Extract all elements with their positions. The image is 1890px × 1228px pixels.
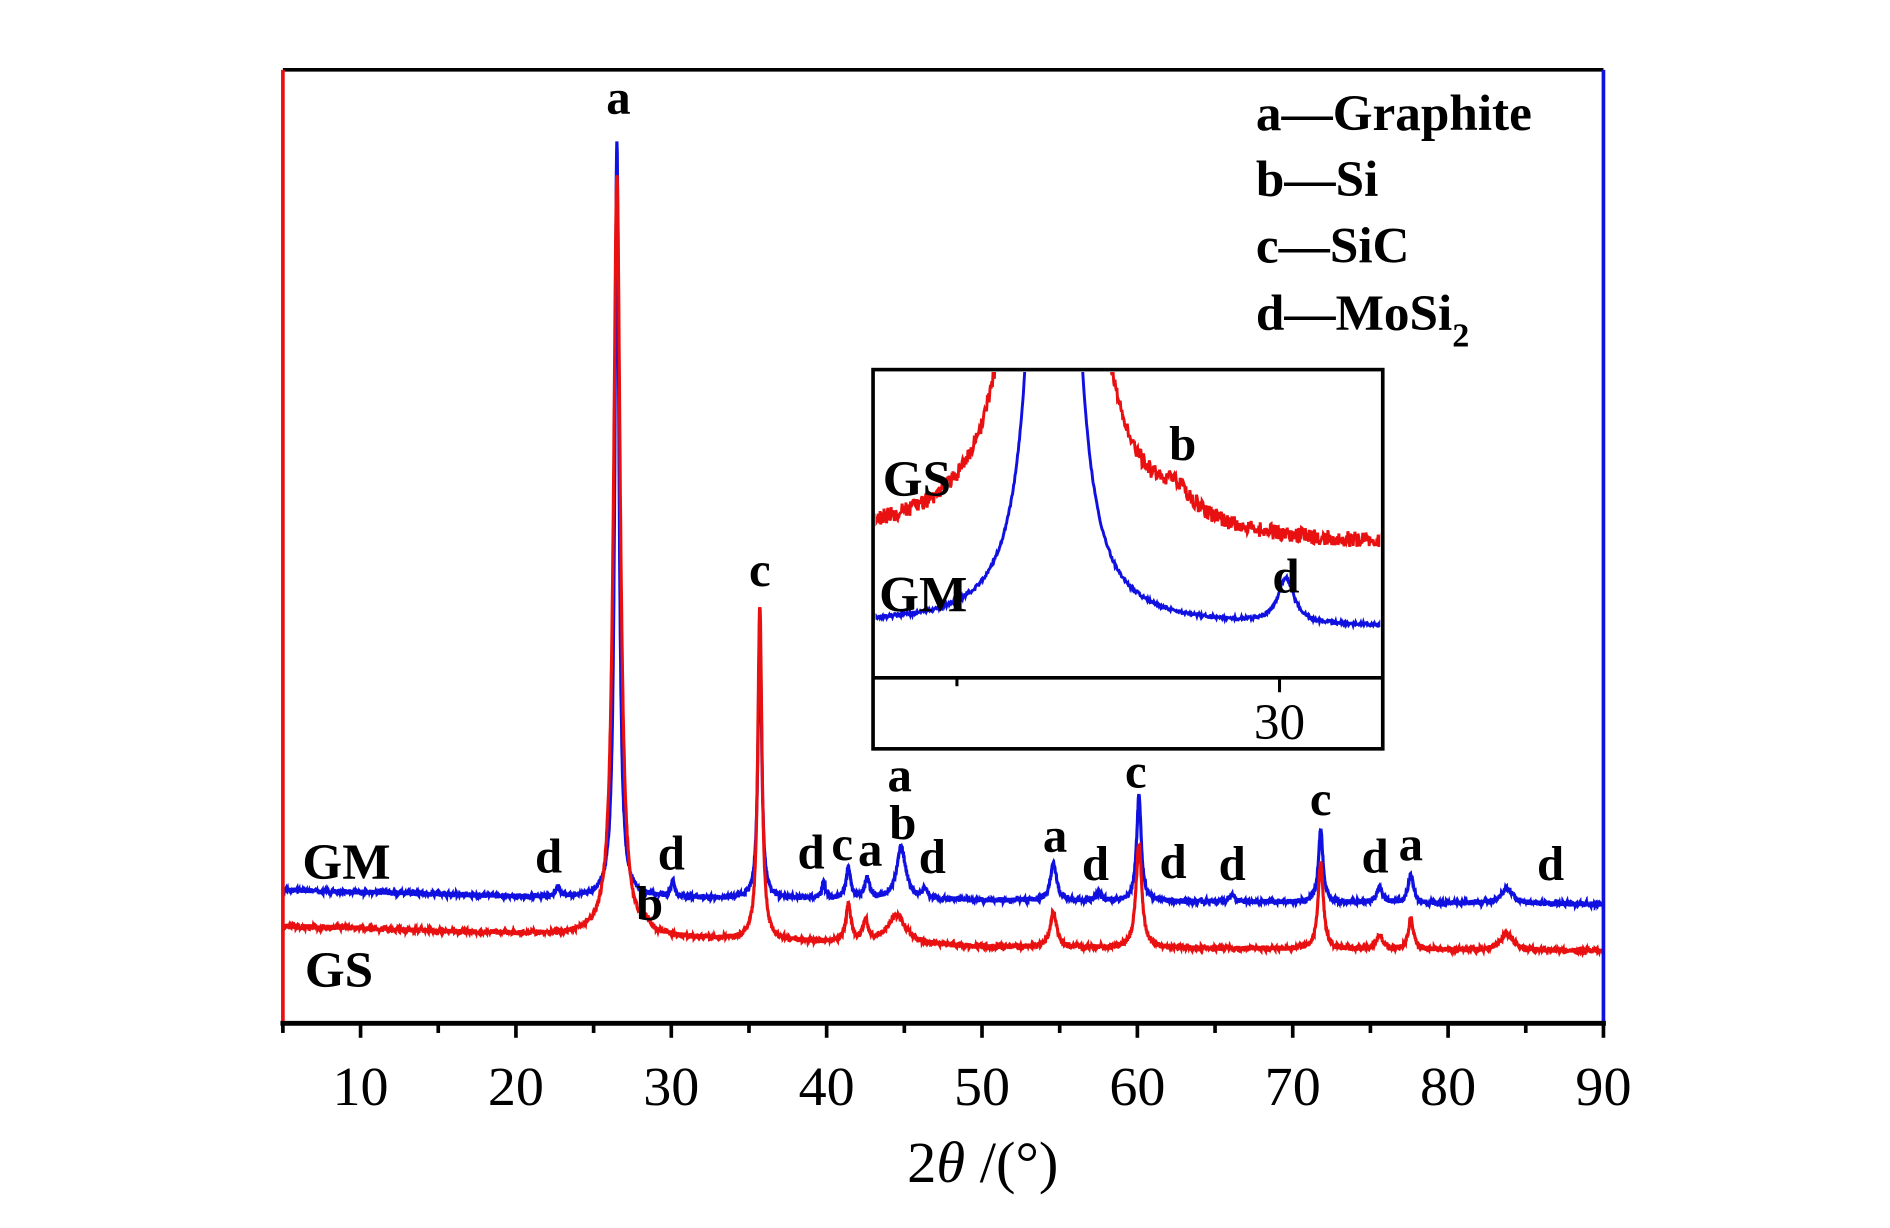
legend-entry-c: c—SiC: [1256, 219, 1410, 275]
peak-annotation: d: [1160, 836, 1187, 889]
peak-annotation: c: [1125, 746, 1147, 799]
peak-annotation: d: [658, 828, 685, 881]
inset-frame: [871, 367, 1385, 751]
x-tick-label: 90: [1575, 1057, 1631, 1119]
x-tick-label: 40: [799, 1057, 855, 1119]
peak-annotation: d: [1537, 838, 1564, 891]
x-tick-label: 30: [643, 1057, 699, 1119]
inset-plot: 30 bd GS GM: [871, 367, 1385, 751]
peak-annotation: d: [919, 832, 946, 885]
x-tick-label: 50: [954, 1057, 1010, 1119]
main-curves: [281, 141, 1605, 959]
peak-annotation: d: [1219, 838, 1246, 891]
legend: a—Graphite b—Si c—SiC d—MoSi2: [1256, 86, 1532, 354]
peak-annotation: c: [1310, 773, 1332, 826]
inset-x-ticks: 30: [955, 677, 1305, 751]
peak-annotation: a: [887, 750, 911, 803]
peak-annotation: b: [636, 878, 663, 931]
inset-series-label-gs: GS: [883, 452, 951, 508]
series-label-gs: GS: [305, 943, 373, 999]
peak-annotation: b: [889, 797, 916, 850]
x-tick-label: 60: [1109, 1057, 1165, 1119]
legend-entry-a: a—Graphite: [1256, 86, 1532, 142]
inset-curves: [875, 372, 1381, 631]
inset-series-line-gs: [875, 372, 1381, 548]
x-ticks: 10 20 30 40 50 60 70 80 90: [281, 1023, 1631, 1119]
series-line-gs: [281, 174, 1605, 959]
peak-annotation: a: [1399, 818, 1423, 871]
inset-series-line-gm: [875, 372, 1381, 631]
inset-peak-annotation: b: [1169, 418, 1196, 471]
series-label-gm: GM: [302, 835, 390, 891]
legend-entry-b: b—Si: [1256, 153, 1378, 209]
peak-annotation: d: [1362, 831, 1389, 884]
peak-annotation: c: [749, 545, 771, 598]
series-line-gm: [281, 141, 1605, 912]
inset-annotations: bd: [1169, 418, 1299, 604]
x-tick-label: 10: [333, 1057, 389, 1119]
peak-annotation: d: [535, 831, 562, 884]
peak-annotation: d: [798, 827, 825, 880]
x-tick-label: 20: [488, 1057, 544, 1119]
inset-peak-annotation: d: [1272, 551, 1299, 604]
x-axis-label: 2θ /(°): [907, 1131, 1058, 1196]
peak-annotation: c: [831, 818, 853, 871]
legend-entry-d: d—MoSi2: [1256, 286, 1469, 355]
peak-annotation: a: [858, 824, 882, 877]
peak-annotation: d: [1082, 838, 1109, 891]
peak-annotation: a: [1043, 810, 1067, 863]
inset-tick-label: 30: [1254, 695, 1305, 751]
peak-annotation: a: [606, 72, 630, 125]
inset-series-label-gm: GM: [879, 568, 967, 624]
x-tick-label: 80: [1420, 1057, 1476, 1119]
x-tick-label: 70: [1265, 1057, 1321, 1119]
